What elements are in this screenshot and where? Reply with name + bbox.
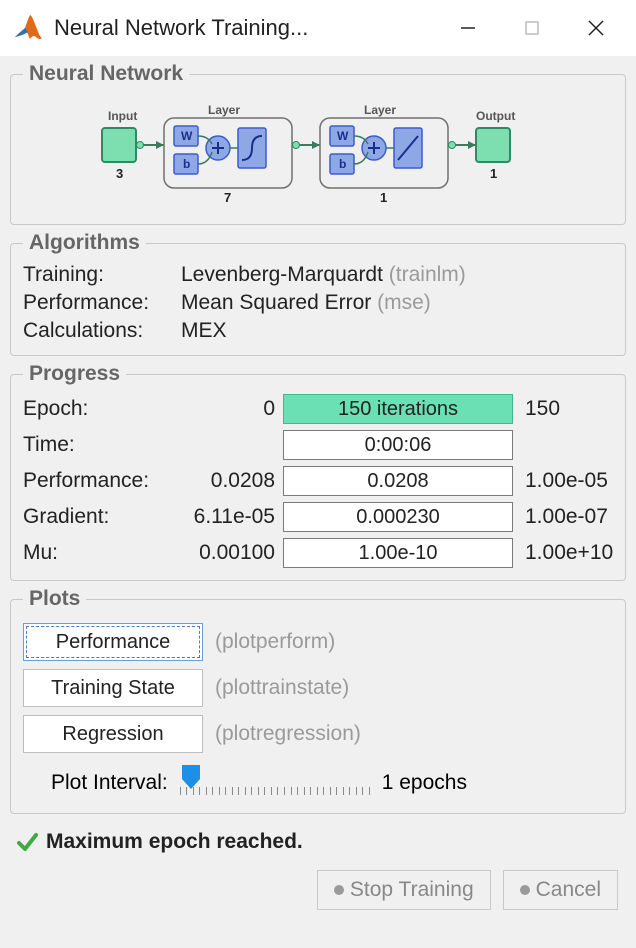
slider-thumb-icon [180,765,202,791]
close-button[interactable] [564,0,628,56]
progress-grid: Epoch:0150 iterations150 Time: 0:00:06 Perf… [23,394,613,568]
neural-network-legend: Neural Network [23,62,189,86]
input-label: Input [108,109,137,123]
check-icon [16,831,38,853]
input-size: 3 [116,166,123,181]
progress-end: 150 [513,397,613,421]
progress-bar: 0.000230 [283,502,513,532]
matlab-icon [12,12,44,44]
stop-training-button[interactable]: Stop Training [317,870,491,910]
svg-text:b: b [339,157,346,171]
cancel-button[interactable]: Cancel [503,870,618,910]
plot-interval-slider[interactable] [180,765,370,801]
output-label: Output [476,109,515,123]
network-diagram: Input 3 Layer W b [23,94,613,212]
minimize-button[interactable] [436,0,500,56]
status-row: Maximum epoch reached. [10,820,626,860]
progress-end: 1.00e-05 [513,469,613,493]
plot-button-regression[interactable]: Regression [23,715,203,753]
progress-end: 1.00e-07 [513,505,613,529]
algo-label: Training: [23,263,181,287]
plot-row: Regression (plotregression) [23,715,613,753]
progress-start: 6.11e-05 [183,505,283,529]
layer1-size: 7 [224,190,231,205]
bottom-button-row: Stop Training Cancel [10,866,626,920]
progress-start: 0.0208 [183,469,283,493]
maximize-button[interactable] [500,0,564,56]
status-message: Maximum epoch reached. [46,830,303,854]
algo-paren: (mse) [377,291,431,314]
plots-panel: Plots Performance (plotperform) Training S… [10,587,626,814]
algo-value: Levenberg-Marquardt (trainlm) [181,263,613,287]
output-size: 1 [490,166,497,181]
progress-bar: 0:00:06 [283,430,513,460]
progress-start: 0.00100 [183,541,283,565]
progress-start: 0 [183,397,283,421]
cancel-label: Cancel [536,878,601,902]
progress-bar: 0.0208 [283,466,513,496]
input-block [102,128,136,162]
plots-legend: Plots [23,587,86,611]
algorithms-grid: Training:Levenberg-Marquardt (trainlm)Pe… [23,263,613,343]
progress-bar: 150 iterations [283,394,513,424]
plot-interval-value: 1 epochs [382,771,467,795]
algo-label: Calculations: [23,319,181,343]
plot-interval-row: Plot Interval: 1 epochs [23,765,613,801]
svg-text:W: W [181,129,193,143]
progress-label: Gradient: [23,505,183,529]
layer2-size: 1 [380,190,387,205]
titlebar: Neural Network Training... [0,0,636,56]
progress-legend: Progress [23,362,126,386]
stop-training-label: Stop Training [350,878,474,902]
dot-icon [520,885,530,895]
algorithms-panel: Algorithms Training:Levenberg-Marquardt … [10,231,626,356]
progress-panel: Progress Epoch:0150 iterations150 Time: 0:… [10,362,626,581]
progress-label: Performance: [23,469,183,493]
plot-hint: (plottrainstate) [215,676,349,700]
svg-text:b: b [183,157,190,171]
algo-paren: (trainlm) [389,263,466,286]
progress-label: Epoch: [23,397,183,421]
svg-text:W: W [337,129,349,143]
algo-value: Mean Squared Error (mse) [181,291,613,315]
plot-button-training-state[interactable]: Training State [23,669,203,707]
window-title: Neural Network Training... [54,15,436,41]
neural-network-panel: Neural Network Input 3 Layer W [10,62,626,225]
content-area: Neural Network Input 3 Layer W [0,56,636,948]
output-block [476,128,510,162]
algorithms-legend: Algorithms [23,231,146,255]
layer2-label: Layer [364,103,396,117]
plot-hint: (plotregression) [215,722,361,746]
nntraintool-window: Neural Network Training... Neural Networ… [0,0,636,948]
progress-label: Time: [23,433,183,457]
plot-button-performance[interactable]: Performance [23,623,203,661]
layer1-label: Layer [208,103,240,117]
plots-list: Performance (plotperform) Training State (p… [23,619,613,753]
plot-row: Performance (plotperform) [23,623,613,661]
progress-bar: 1.00e-10 [283,538,513,568]
algo-value: MEX [181,319,613,343]
dot-icon [334,885,344,895]
plot-row: Training State (plottrainstate) [23,669,613,707]
progress-end: 1.00e+10 [513,541,613,565]
plot-hint: (plotperform) [215,630,335,654]
algo-label: Performance: [23,291,181,315]
plot-interval-label: Plot Interval: [51,771,168,795]
progress-label: Mu: [23,541,183,565]
